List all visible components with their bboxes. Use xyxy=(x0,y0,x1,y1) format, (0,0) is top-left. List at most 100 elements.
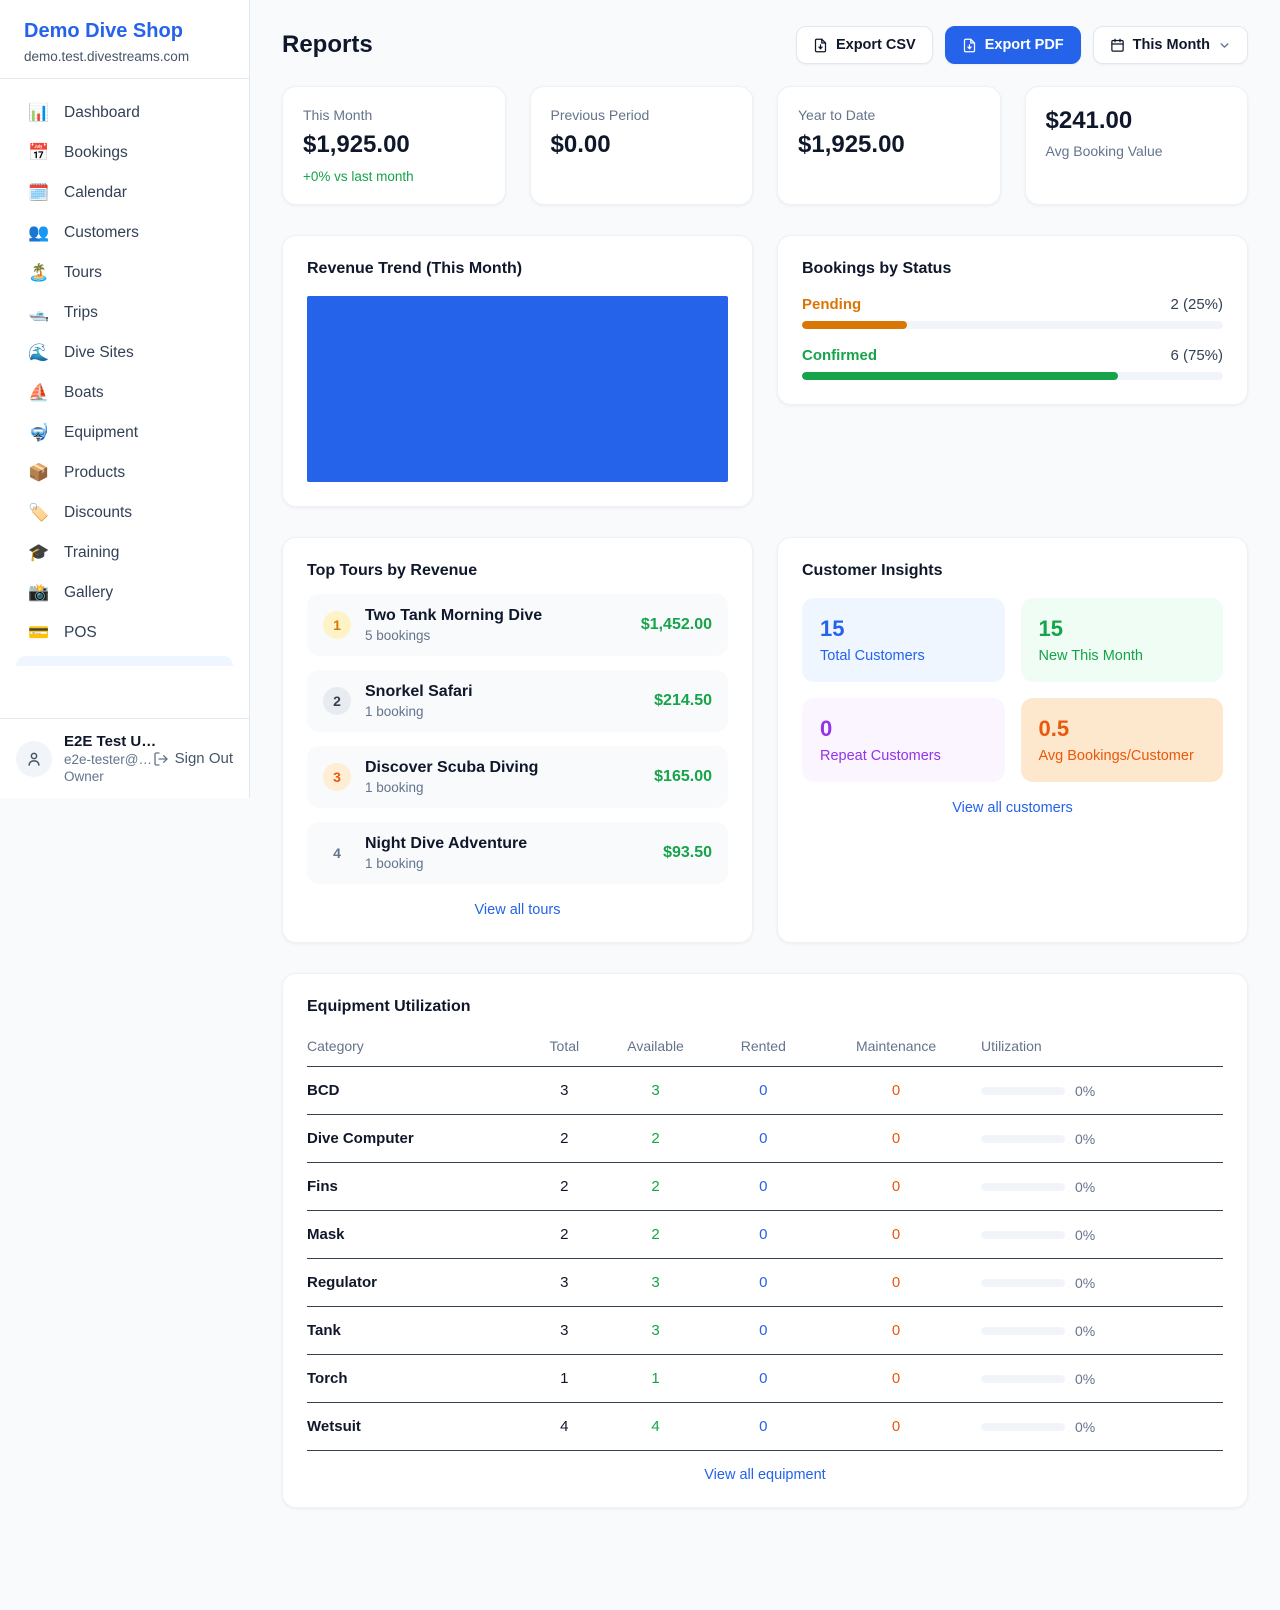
stat-delta: +0% vs last month xyxy=(303,169,414,184)
stat-label: Year to Date xyxy=(798,107,876,123)
status-progress-fill xyxy=(802,321,908,329)
cell-total: 4 xyxy=(533,1402,596,1451)
revenue-trend-title: Revenue Trend (This Month) xyxy=(307,260,523,277)
sidebar-item-label: Gallery xyxy=(64,584,114,601)
column-total: Total xyxy=(533,1030,596,1067)
sidebar-item-icon: 🌊 xyxy=(28,343,50,363)
sidebar-item-gallery[interactable]: 📸 Gallery xyxy=(12,573,237,613)
view-all-equipment-link[interactable]: View all equipment xyxy=(704,1467,826,1483)
equipment-table: Category Total Available Rented Maintena… xyxy=(307,1030,1223,1451)
sidebar-item-reports-partial[interactable] xyxy=(16,656,233,666)
status-label: Confirmed xyxy=(802,347,877,364)
stat-card-previous-period: Previous Period $0.00 xyxy=(529,86,753,205)
equipment-row-torch: Torch 1 1 0 0 0% xyxy=(307,1354,1223,1403)
export-pdf-button[interactable]: Export PDF xyxy=(944,26,1081,64)
utilization-bar xyxy=(980,1326,1065,1335)
user-role: Owner xyxy=(64,769,104,784)
tour-bookings: 5 bookings xyxy=(365,628,431,643)
sidebar-item-training[interactable]: 🎓 Training xyxy=(12,533,237,573)
cell-category: Fins xyxy=(307,1162,533,1211)
utilization-percent: 0% xyxy=(1074,1418,1096,1435)
sidebar-item-equipment[interactable]: 🤿 Equipment xyxy=(12,413,237,453)
status-line: Confirmed 6 (75%) xyxy=(802,347,1223,364)
view-all-tours-link[interactable]: View all tours xyxy=(474,902,561,918)
stats-row: This Month $1,925.00 +0% vs last month P… xyxy=(282,86,1248,205)
tour-revenue: $93.50 xyxy=(663,844,712,861)
sidebar-item-trips[interactable]: 🛥️ Trips xyxy=(12,293,237,333)
utilization-bar xyxy=(980,1182,1065,1191)
column-utilization: Utilization xyxy=(980,1030,1223,1067)
sidebar: Demo Dive Shop demo.test.divestreams.com… xyxy=(0,0,250,798)
utilization-bar xyxy=(980,1086,1065,1095)
file-download-icon xyxy=(962,38,977,53)
tour-info: Night Dive Adventure 1 booking xyxy=(365,835,649,871)
sign-out-label: Sign Out xyxy=(174,750,233,767)
period-label: This Month xyxy=(1132,37,1210,53)
cell-maintenance: 0 xyxy=(811,1162,981,1211)
sidebar-item-tours[interactable]: 🏝️ Tours xyxy=(12,253,237,293)
calendar-icon xyxy=(1110,38,1125,53)
status-count: 2 (25%) xyxy=(1170,296,1223,313)
top-tours-card: Top Tours by Revenue 1 Two Tank Morning … xyxy=(282,537,753,943)
status-progress-track xyxy=(802,372,1223,380)
cell-total: 3 xyxy=(533,1066,596,1115)
sidebar-nav: 📊 Dashboard 📅 Bookings 🗓️ Calendar 👥 Cus… xyxy=(0,79,249,718)
sidebar-item-dashboard[interactable]: 📊 Dashboard xyxy=(12,93,237,133)
tour-info: Discover Scuba Diving 1 booking xyxy=(365,759,640,795)
sidebar-item-products[interactable]: 📦 Products xyxy=(12,453,237,493)
period-dropdown[interactable]: This Month xyxy=(1092,26,1248,64)
utilization-bar xyxy=(980,1422,1065,1431)
equipment-row-dive-computer: Dive Computer 2 2 0 0 0% xyxy=(307,1114,1223,1163)
cell-rented: 0 xyxy=(715,1114,812,1163)
sidebar-item-label: Calendar xyxy=(64,184,127,201)
cell-available: 4 xyxy=(595,1402,716,1451)
sidebar-item-icon: 👥 xyxy=(28,223,50,243)
chevron-down-icon xyxy=(1218,39,1231,52)
stat-label: Avg Booking Value xyxy=(1045,143,1163,159)
status-count: 6 (75%) xyxy=(1170,347,1223,364)
sidebar-item-discounts[interactable]: 🏷️ Discounts xyxy=(12,493,237,533)
sidebar-item-pos[interactable]: 💳 POS xyxy=(12,613,237,653)
sidebar-item-calendar[interactable]: 🗓️ Calendar xyxy=(12,173,237,213)
utilization-percent: 0% xyxy=(1074,1274,1096,1291)
sidebar-item-bookings[interactable]: 📅 Bookings xyxy=(12,133,237,173)
insight-label: Avg Bookings/Customer xyxy=(1038,748,1194,764)
cell-utilization: 0% xyxy=(980,1162,1223,1211)
status-label: Pending xyxy=(802,296,862,313)
tour-revenue: $165.00 xyxy=(654,768,712,785)
sidebar-item-icon: 🤿 xyxy=(28,423,50,443)
cell-available: 1 xyxy=(595,1354,716,1403)
column-available: Available xyxy=(595,1030,716,1067)
charts-row: Revenue Trend (This Month) Bookings by S… xyxy=(282,235,1248,507)
cell-utilization: 0% xyxy=(980,1306,1223,1355)
cell-maintenance: 0 xyxy=(811,1210,981,1259)
sidebar-item-dive-sites[interactable]: 🌊 Dive Sites xyxy=(12,333,237,373)
view-all-customers-link[interactable]: View all customers xyxy=(952,800,1073,816)
cell-rented: 0 xyxy=(715,1354,812,1403)
equipment-utilization-title: Equipment Utilization xyxy=(307,998,471,1015)
equipment-table-header: Category Total Available Rented Maintena… xyxy=(307,1030,1223,1067)
tour-name: Two Tank Morning Dive xyxy=(365,607,543,624)
cell-maintenance: 0 xyxy=(811,1402,981,1451)
status-line: Pending 2 (25%) xyxy=(802,296,1223,313)
revenue-trend-card: Revenue Trend (This Month) xyxy=(282,235,753,507)
sidebar-item-label: Dive Sites xyxy=(64,344,134,361)
export-csv-button[interactable]: Export CSV xyxy=(795,26,933,64)
file-download-icon xyxy=(813,38,828,53)
equipment-row-fins: Fins 2 2 0 0 0% xyxy=(307,1162,1223,1211)
sidebar-item-boats[interactable]: ⛵ Boats xyxy=(12,373,237,413)
sidebar-item-label: POS xyxy=(64,624,97,641)
tour-name: Snorkel Safari xyxy=(365,683,473,700)
utilization-percent: 0% xyxy=(1074,1130,1096,1147)
sidebar-item-icon: 🎓 xyxy=(28,543,50,563)
main-content: Reports Export CSV Export PDF This Month xyxy=(250,0,1280,1610)
utilization-bar xyxy=(980,1230,1065,1239)
stat-label: Previous Period xyxy=(550,107,650,123)
sidebar-item-icon: 🛥️ xyxy=(28,303,50,323)
tour-bookings: 1 booking xyxy=(365,780,424,795)
sidebar-item-icon: 💳 xyxy=(28,623,50,643)
cell-rented: 0 xyxy=(715,1306,812,1355)
sidebar-item-customers[interactable]: 👥 Customers xyxy=(12,213,237,253)
utilization-bar xyxy=(980,1278,1065,1287)
sign-out-button[interactable]: Sign Out xyxy=(153,750,233,767)
